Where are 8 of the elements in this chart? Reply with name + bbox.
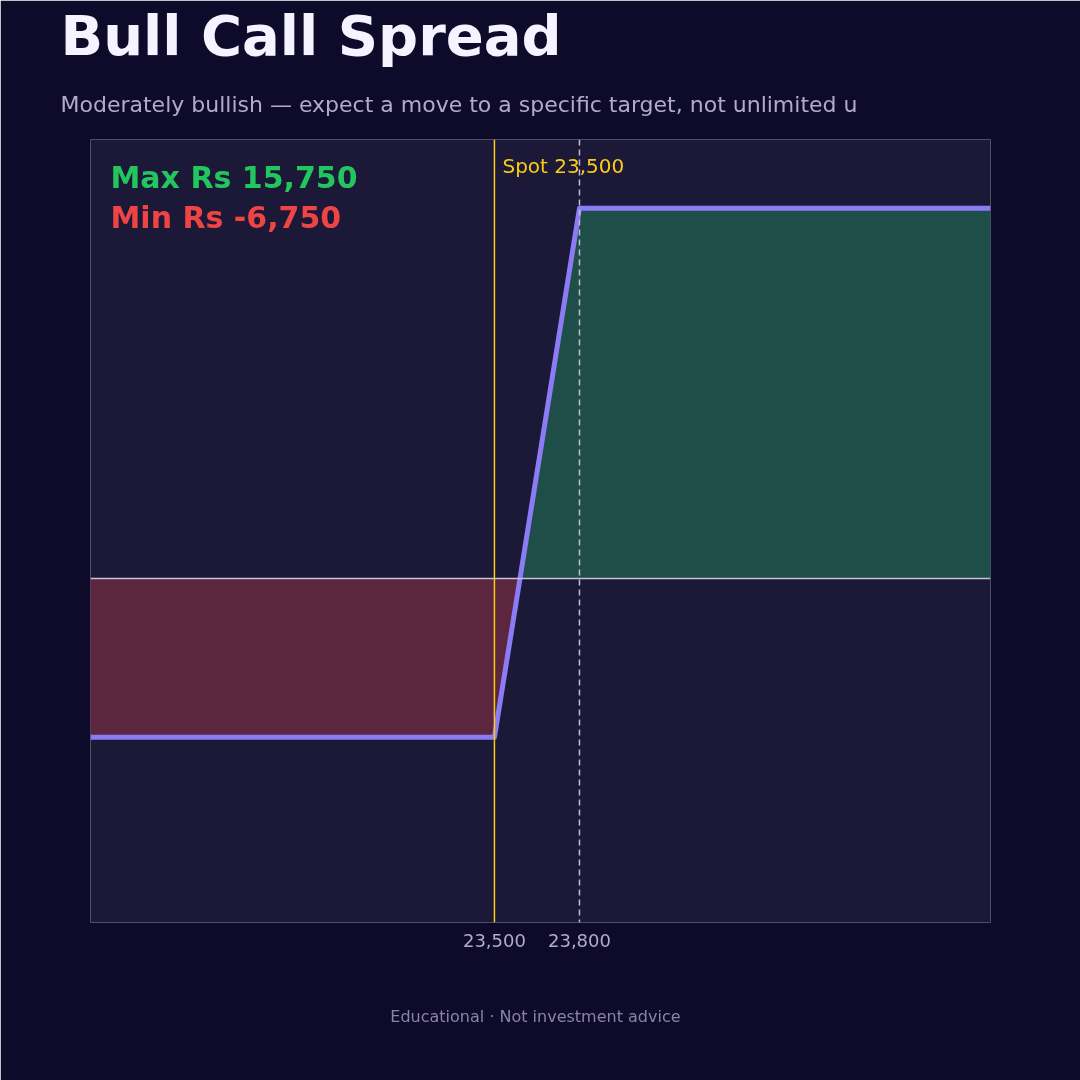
x-tick-label: 23,800 — [547, 929, 611, 951]
text: Educational · Not investment advice — [390, 1006, 681, 1026]
x-tick-label: 23,500 — [462, 929, 526, 951]
ref-line-label: Spot 23,500 — [502, 153, 625, 178]
annotation: Min Rs -6,750 — [110, 199, 342, 235]
chart-title: Bull Call Spread — [60, 2, 562, 68]
chart-subtitle: Moderately bullish — expect a move to a specific target, not unlimited u — [60, 92, 858, 117]
text: Max Rs 15,750 — [110, 159, 358, 195]
